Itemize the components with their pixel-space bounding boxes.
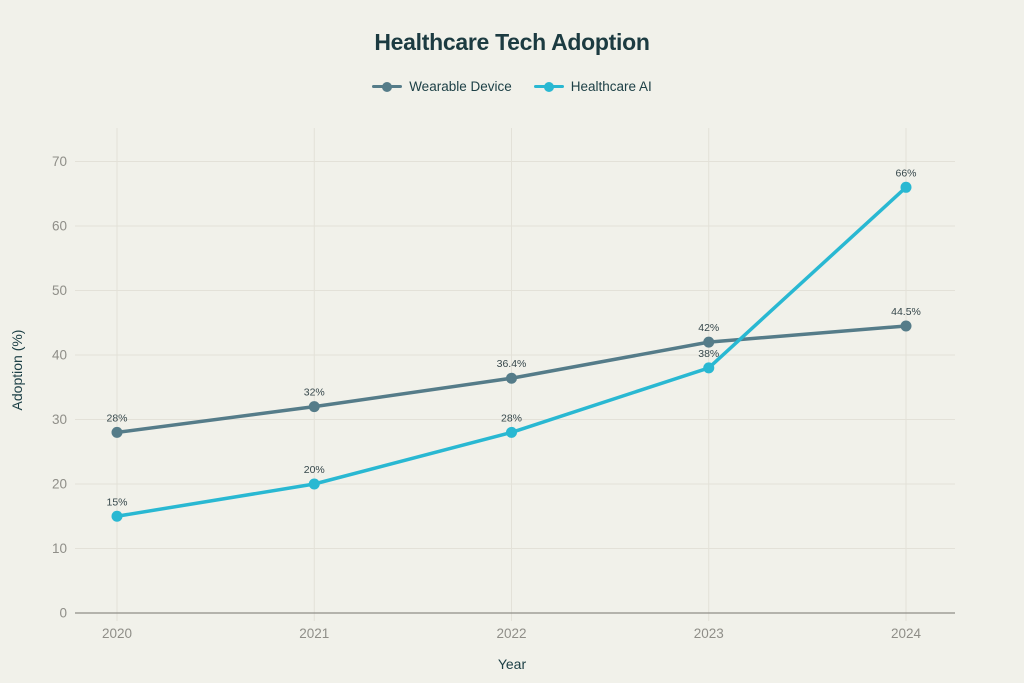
y-tick-label: 70 xyxy=(52,154,67,169)
x-tick-label: 2023 xyxy=(694,626,724,641)
data-point-label: 28% xyxy=(501,412,522,424)
legend-line-dot-marker xyxy=(372,81,403,93)
legend-item-wearable-device[interactable]: Wearable Device xyxy=(372,79,512,94)
data-point[interactable] xyxy=(111,510,123,522)
data-point-label: 42% xyxy=(698,322,719,334)
data-point[interactable] xyxy=(703,362,715,374)
data-point-label: 15% xyxy=(106,496,127,508)
x-tick-label: 2020 xyxy=(102,626,132,641)
legend-line-dot-marker xyxy=(533,81,564,93)
y-tick-label: 60 xyxy=(52,219,67,234)
y-tick-label: 20 xyxy=(52,477,67,492)
y-axis-title: Adoption (%) xyxy=(9,329,25,411)
data-point-label: 28% xyxy=(106,412,127,424)
data-point[interactable] xyxy=(111,426,123,438)
data-point[interactable] xyxy=(703,336,715,348)
y-tick-label: 40 xyxy=(52,348,67,363)
x-tick-label: 2024 xyxy=(891,626,922,641)
legend-label-wearable-device: Wearable Device xyxy=(409,79,512,94)
data-point[interactable] xyxy=(506,426,517,438)
data-point-label: 32% xyxy=(304,387,325,399)
data-point[interactable] xyxy=(308,401,320,413)
y-tick-label: 10 xyxy=(52,541,67,556)
legend: Wearable Device Healthcare AI xyxy=(0,79,1024,94)
x-tick-label: 2021 xyxy=(299,626,329,641)
data-point[interactable] xyxy=(308,478,320,490)
data-point-label: 66% xyxy=(895,167,916,179)
x-axis-title: Year xyxy=(497,656,527,672)
data-point[interactable] xyxy=(506,372,517,384)
data-point-label: 38% xyxy=(698,348,719,360)
x-tick-label: 2022 xyxy=(496,626,526,641)
y-tick-label: 50 xyxy=(52,283,67,298)
data-point[interactable] xyxy=(900,181,912,193)
y-tick-label: 30 xyxy=(52,412,67,427)
y-tick-label: 0 xyxy=(59,606,67,621)
data-point[interactable] xyxy=(900,320,912,332)
chart-title: Healthcare Tech Adoption xyxy=(374,29,650,55)
data-point-label: 44.5% xyxy=(891,306,921,318)
data-point-label: 20% xyxy=(304,464,325,476)
legend-label-healthcare-ai: Healthcare AI xyxy=(570,79,652,94)
data-point-label: 36.4% xyxy=(497,358,527,370)
legend-item-healthcare-ai[interactable]: Healthcare AI xyxy=(533,79,652,94)
